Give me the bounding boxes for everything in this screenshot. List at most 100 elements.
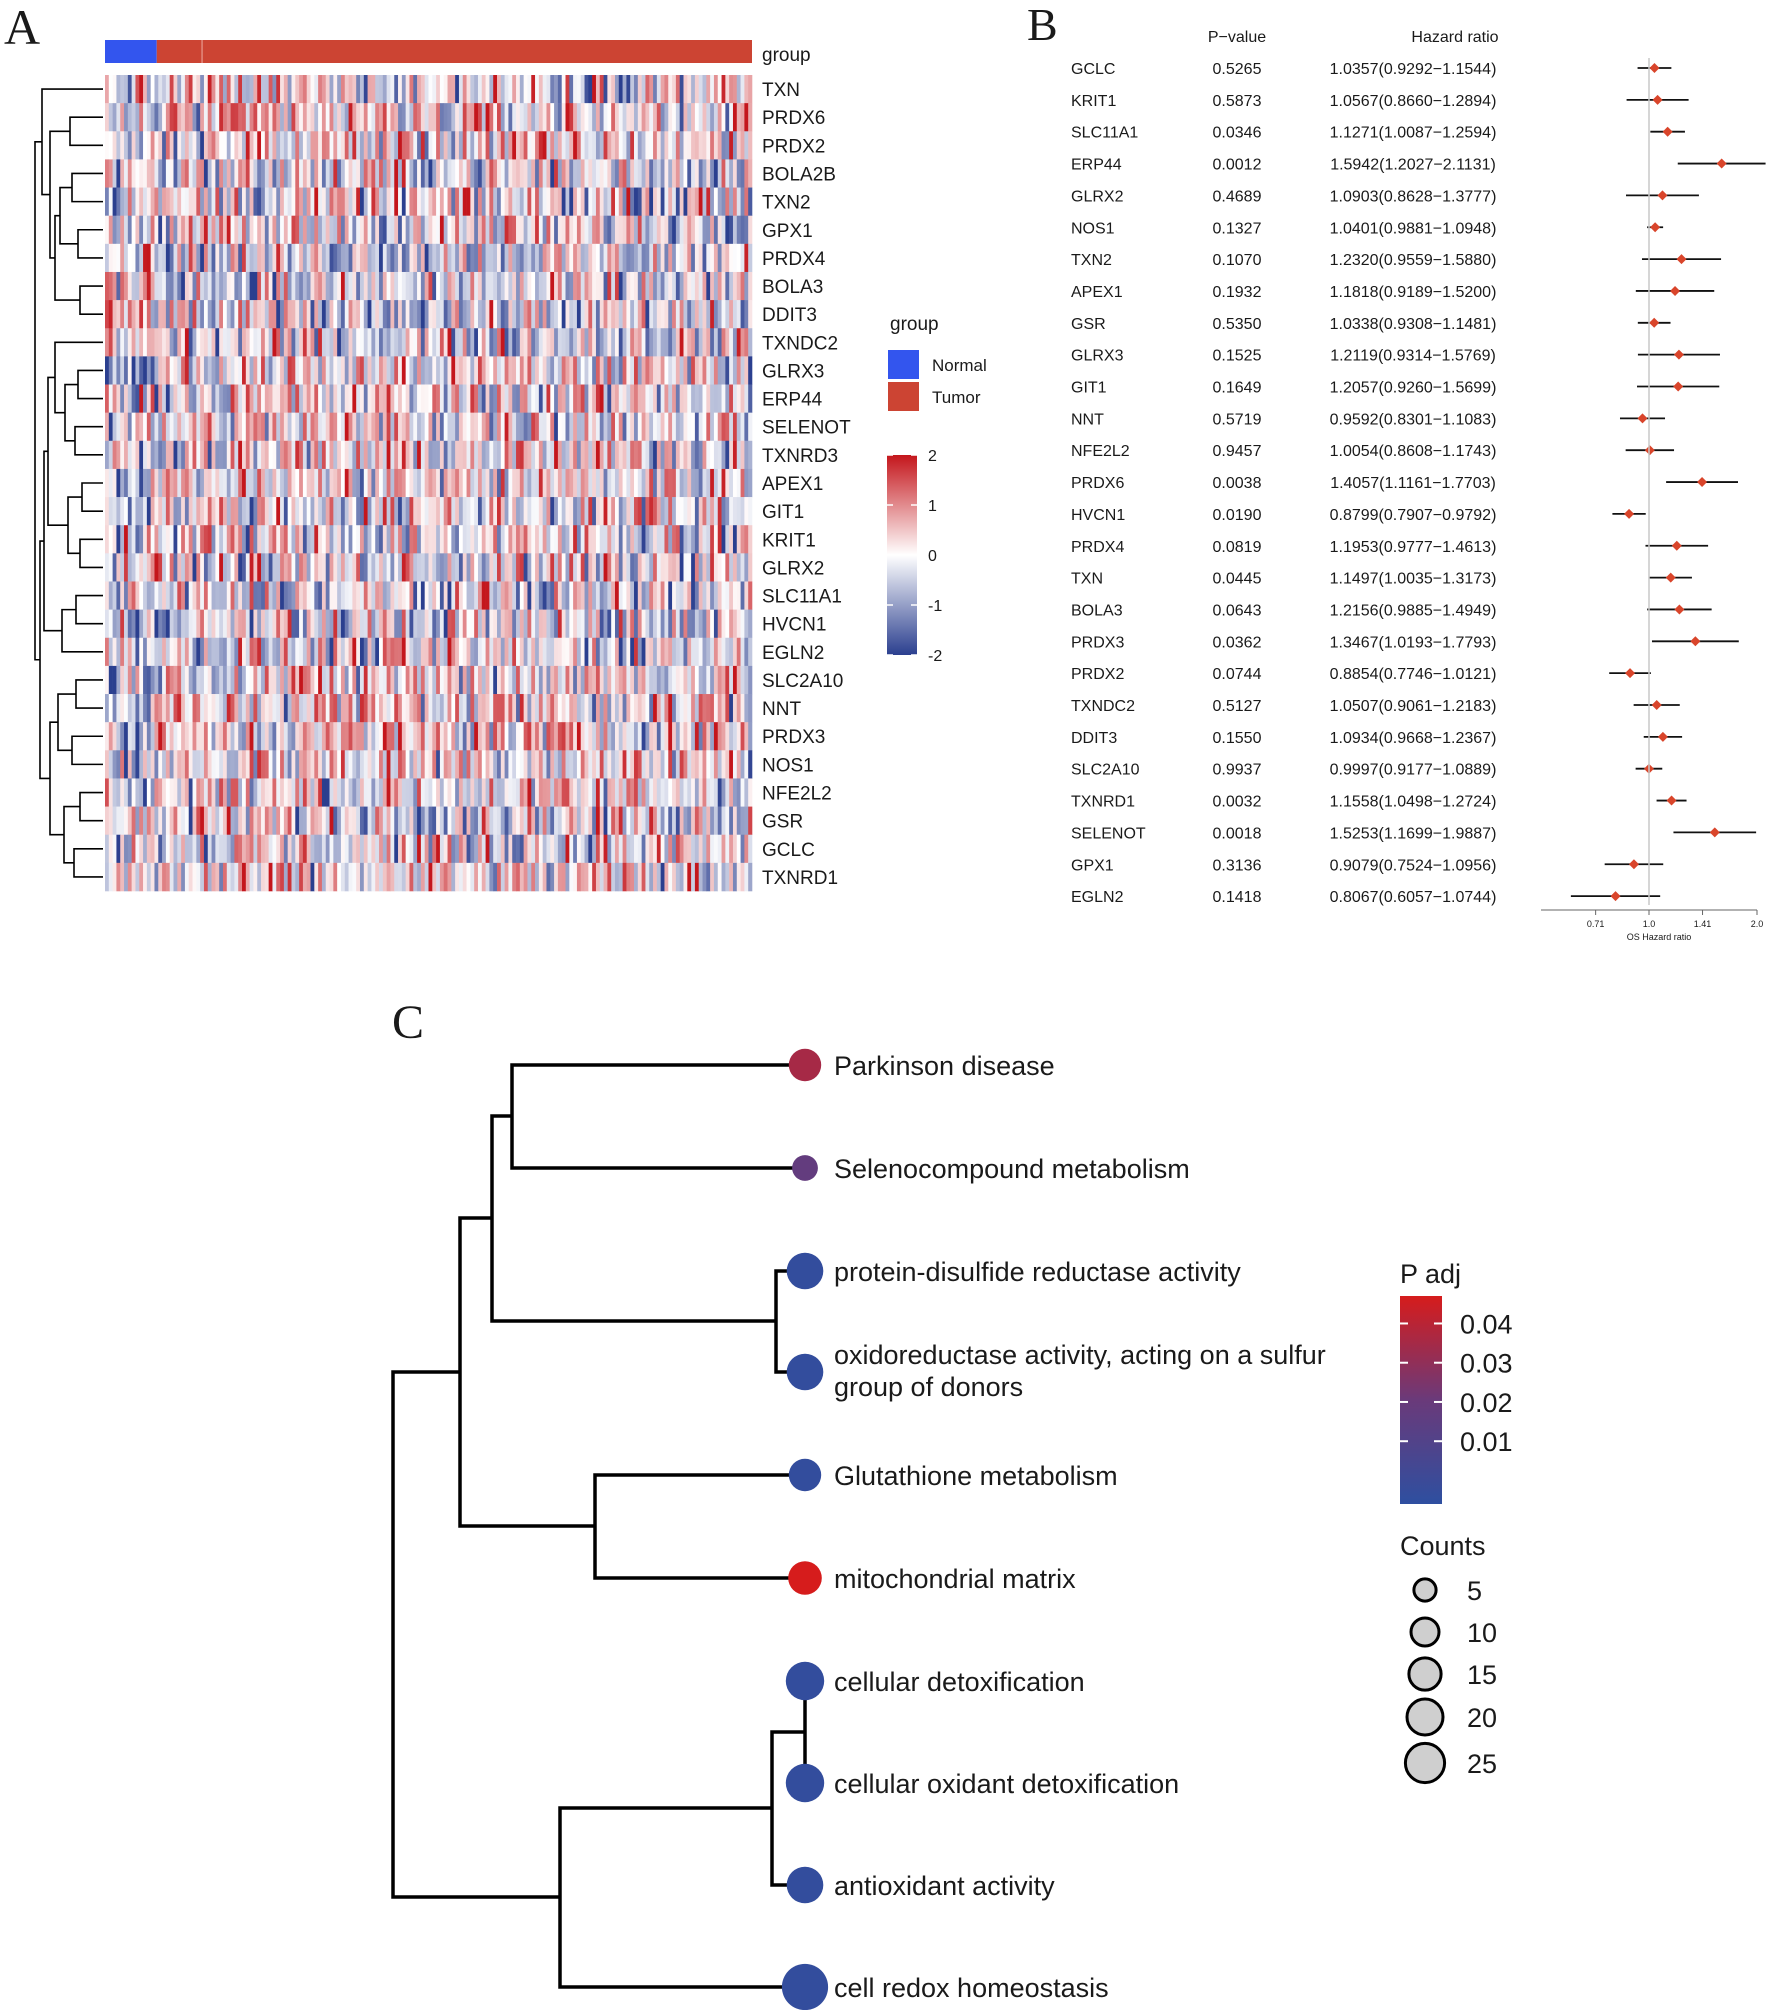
heatmap-cell [508,328,513,357]
heatmap-cell [729,497,734,526]
heatmap-cell [736,300,741,329]
heatmap-cell [710,722,715,751]
heatmap-cell [466,75,471,104]
heatmap-cell [200,215,205,245]
dendrogram-link-16 [75,594,103,625]
heatmap-cell [687,159,692,188]
heatmap-cell [691,581,696,610]
heatmap-cell [519,778,524,807]
heatmap-cell [660,694,665,723]
heatmap-cell [192,159,197,188]
heatmap-cell [573,637,578,667]
heatmap-cell [535,637,540,667]
heatmap-cell [569,806,574,836]
heatmap-cell [116,778,121,807]
heatmap-cell [283,862,288,892]
heatmap-cell [413,722,418,751]
heatmap-cell [687,722,692,751]
heatmap-cell [519,553,524,582]
heatmap-cell [135,468,140,498]
heatmap-cell [546,665,551,695]
heatmap-cell [219,271,224,301]
heatmap-cell [105,103,110,132]
heatmap-cell [637,412,642,442]
heatmap-cell [554,553,559,582]
heatmap-cell [592,722,597,751]
heatmap-cell [116,131,121,160]
heatmap-cell [603,356,608,385]
heatmap-cell [257,637,262,667]
heatmap-cell [257,834,262,864]
heatmap-cell [359,750,365,779]
heatmap-cell [474,862,479,892]
heatmap-cell [668,384,673,413]
heatmap-cell [713,750,719,779]
heatmap-cell [127,750,132,779]
heatmap-cell [443,440,448,470]
heatmap-cell [561,271,566,301]
heatmap-cell [436,694,441,723]
heatmap-cell [222,862,228,892]
heatmap-cell [481,722,486,751]
heatmap-cell [306,131,311,160]
heatmap-cell [352,356,357,385]
heatmap-cell [493,665,498,695]
heatmap-cell [367,862,372,892]
heatmap-cell [291,862,296,892]
heatmap-cell [489,665,494,695]
heatmap-cell [698,356,703,385]
heatmap-cell [660,187,665,216]
heatmap-cell [340,778,346,807]
heatmap-cell [432,609,437,639]
heatmap-cell [314,665,319,695]
row-label: GLRX3 [762,361,824,382]
heatmap-cell [405,131,410,160]
heatmap-cell [150,412,155,442]
heatmap-cell [535,271,540,301]
heatmap-cell [516,271,521,301]
heatmap-cell [268,694,273,723]
heatmap-cell [417,159,422,188]
heatmap-cell [238,834,243,864]
heatmap-cell [691,300,696,329]
heatmap-cell [569,497,574,526]
heatmap-cell [748,412,753,442]
heatmap-cell [493,159,498,188]
row-label: HVCN1 [762,615,826,636]
heatmap-cell [184,75,190,104]
heatmap-cell [653,300,658,329]
heatmap-cell [230,497,235,526]
heatmap-cell [694,806,700,836]
heatmap-cell [105,468,110,498]
heatmap-cell [344,778,349,807]
heatmap-cell [599,131,604,160]
heatmap-cell [318,468,323,498]
heatmap-cell [691,497,696,526]
heatmap-cell [337,778,342,807]
heatmap-cell [523,243,528,273]
heatmap-cell [379,750,384,779]
heatmap-cell [516,834,521,864]
heatmap-cell [713,103,719,132]
heatmap-cell [120,609,125,639]
heatmap-cell [736,525,741,554]
heatmap-cell [595,159,601,188]
heatmap-cell [359,862,365,892]
heatmap-cell [683,834,688,864]
heatmap-cell [664,553,669,582]
heatmap-cell [687,300,692,329]
heatmap-cell [614,862,620,892]
heatmap-cell [173,159,178,188]
heatmap-cell [744,243,749,273]
heatmap-cell [283,637,288,667]
dendrogram-link-13 [79,538,103,569]
heatmap-cell [261,525,266,554]
heatmap-cell [698,806,703,836]
heatmap-cell [249,356,254,385]
heatmap-cell [447,637,452,667]
heatmap-cell [188,694,193,723]
heatmap-cell [120,722,125,751]
heatmap-cell [565,243,570,273]
heatmap-cell [691,215,696,245]
heatmap-cell [599,497,604,526]
